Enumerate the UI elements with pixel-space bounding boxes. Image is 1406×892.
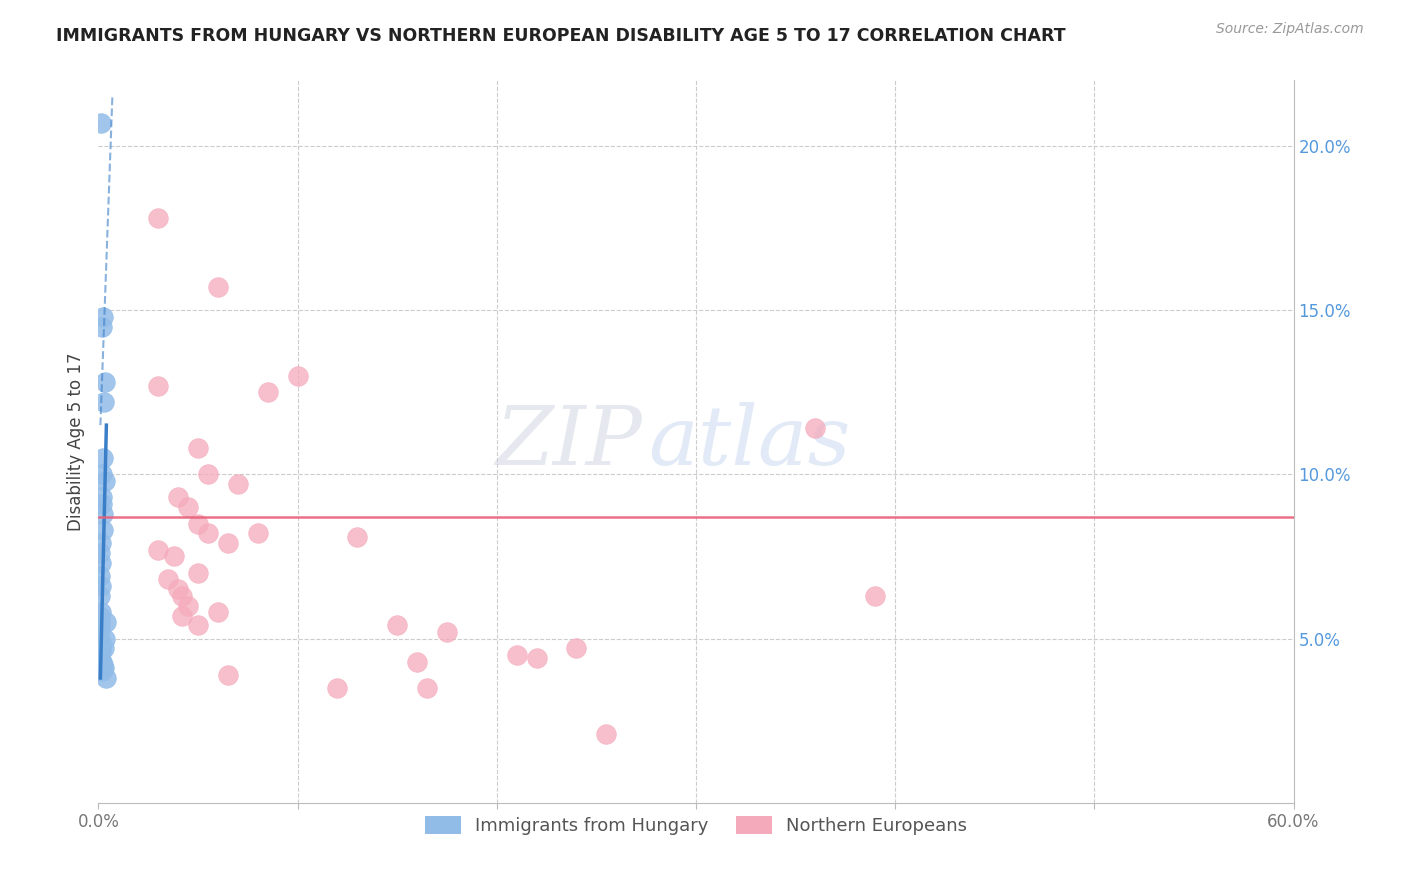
- Point: [506, 648, 529, 662]
- Point: [157, 573, 180, 587]
- Point: [89, 589, 111, 603]
- Point: [93, 507, 115, 521]
- Point: [187, 516, 209, 531]
- Point: [93, 523, 115, 537]
- Point: [187, 441, 209, 455]
- Point: [416, 681, 439, 695]
- Point: [346, 530, 368, 544]
- Point: [177, 500, 200, 515]
- Point: [804, 421, 827, 435]
- Point: [148, 378, 170, 392]
- Point: [91, 655, 114, 669]
- Point: [207, 280, 229, 294]
- Point: [91, 319, 114, 334]
- Point: [91, 467, 114, 482]
- Point: [91, 491, 114, 505]
- Point: [526, 651, 548, 665]
- Point: [246, 526, 269, 541]
- Point: [90, 536, 112, 550]
- Point: [207, 605, 229, 619]
- Point: [287, 368, 309, 383]
- Y-axis label: Disability Age 5 to 17: Disability Age 5 to 17: [66, 352, 84, 531]
- Point: [93, 450, 115, 465]
- Point: [89, 608, 111, 623]
- Point: [436, 625, 458, 640]
- Point: [217, 667, 239, 681]
- Point: [90, 556, 112, 570]
- Point: [96, 671, 118, 685]
- Point: [90, 641, 112, 656]
- Point: [91, 497, 114, 511]
- Point: [148, 542, 170, 557]
- Point: [89, 546, 111, 560]
- Point: [89, 661, 111, 675]
- Point: [565, 641, 588, 656]
- Point: [91, 665, 114, 679]
- Point: [167, 582, 190, 597]
- Point: [167, 491, 190, 505]
- Point: [256, 385, 278, 400]
- Point: [96, 615, 118, 630]
- Text: atlas: atlas: [648, 401, 851, 482]
- Point: [148, 211, 170, 226]
- Text: ZIP: ZIP: [495, 401, 643, 482]
- Point: [93, 310, 115, 324]
- Point: [93, 657, 115, 672]
- Point: [89, 615, 111, 630]
- Point: [177, 599, 200, 613]
- Point: [226, 477, 249, 491]
- Point: [172, 608, 194, 623]
- Point: [197, 526, 219, 541]
- Point: [94, 376, 117, 390]
- Point: [93, 395, 115, 409]
- Point: [172, 589, 194, 603]
- Legend: Immigrants from Hungary, Northern Europeans: Immigrants from Hungary, Northern Europe…: [416, 807, 976, 845]
- Point: [90, 605, 112, 619]
- Point: [94, 632, 117, 646]
- Point: [89, 635, 111, 649]
- Point: [89, 632, 111, 646]
- Text: IMMIGRANTS FROM HUNGARY VS NORTHERN EUROPEAN DISABILITY AGE 5 TO 17 CORRELATION : IMMIGRANTS FROM HUNGARY VS NORTHERN EURO…: [56, 27, 1066, 45]
- Point: [89, 622, 111, 636]
- Point: [595, 727, 617, 741]
- Point: [865, 589, 887, 603]
- Point: [163, 549, 186, 564]
- Point: [406, 655, 429, 669]
- Text: Source: ZipAtlas.com: Source: ZipAtlas.com: [1216, 22, 1364, 37]
- Point: [385, 618, 409, 632]
- Point: [89, 569, 111, 583]
- Point: [197, 467, 219, 482]
- Point: [326, 681, 349, 695]
- Point: [90, 116, 112, 130]
- Point: [217, 536, 239, 550]
- Point: [187, 566, 209, 580]
- Point: [187, 618, 209, 632]
- Point: [89, 651, 111, 665]
- Point: [93, 641, 115, 656]
- Point: [90, 579, 112, 593]
- Point: [93, 661, 115, 675]
- Point: [94, 474, 117, 488]
- Point: [90, 645, 112, 659]
